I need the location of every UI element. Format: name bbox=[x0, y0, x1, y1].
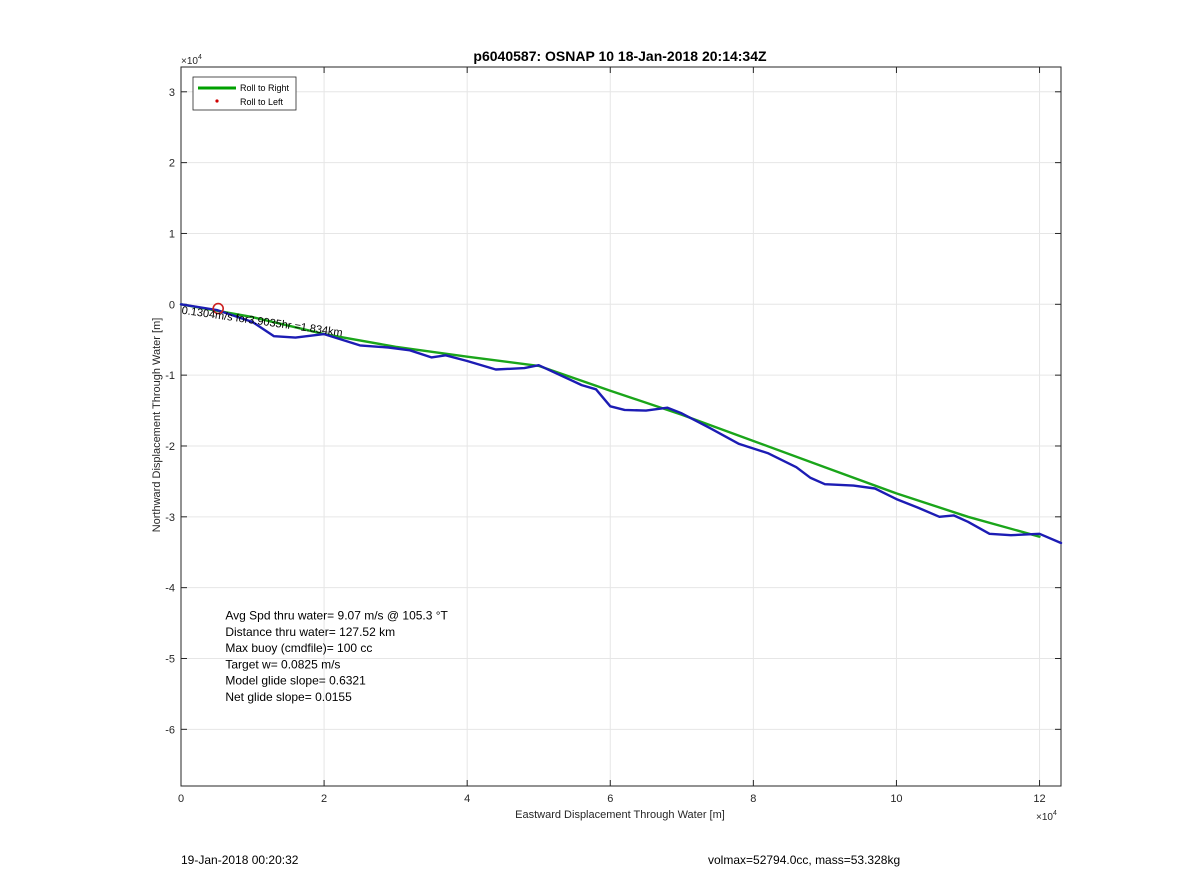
axes-box bbox=[180, 66, 1062, 787]
y-axis-label: Northward Displacement Through Water [m] bbox=[151, 318, 163, 533]
y-tick-label: 0 bbox=[169, 299, 175, 311]
current-marker bbox=[212, 302, 225, 315]
stats-annotation: Max buoy (cmdfile)= 100 cc bbox=[225, 641, 372, 655]
y-tick-label: -2 bbox=[165, 441, 175, 453]
y-tick-label: 2 bbox=[169, 158, 175, 170]
stats-annotation: Model glide slope= 0.6321 bbox=[225, 674, 366, 688]
legend: Roll to Right Roll to Left bbox=[192, 76, 297, 111]
footer-timestamp: 19-Jan-2018 00:20:32 bbox=[181, 853, 299, 867]
x-tick-label: 2 bbox=[321, 793, 327, 805]
legend-box bbox=[192, 76, 297, 111]
y-tick-label: 1 bbox=[169, 228, 175, 240]
series-line-track bbox=[179, 303, 1063, 545]
stats-annotation: Net glide slope= 0.0155 bbox=[225, 690, 352, 704]
x-exponent: ×104 bbox=[1036, 810, 1057, 823]
y-tick-label: -1 bbox=[165, 370, 175, 382]
y-tick-label: 3 bbox=[169, 87, 175, 99]
y-tick-label: -4 bbox=[165, 583, 175, 595]
x-tick-label: 8 bbox=[750, 793, 756, 805]
current-label: 0.1304m/s for3.9035hr =1.834km bbox=[181, 305, 343, 339]
y-tick-label: -6 bbox=[165, 724, 175, 736]
y-tick-label: -3 bbox=[165, 512, 175, 524]
annotations: Avg Spd thru water= 9.07 m/s @ 105.3 °T D… bbox=[225, 609, 448, 704]
x-tick-label: 4 bbox=[464, 793, 470, 805]
legend-swatch-roll-left bbox=[215, 99, 219, 103]
footer-glider-info: volmax=52794.0cc, mass=53.328kg bbox=[708, 853, 901, 867]
y-exponent: ×104 bbox=[181, 54, 202, 67]
y-tick-label: -5 bbox=[165, 653, 175, 665]
series-layer: 0.1304m/s for3.9035hr =1.834km bbox=[179, 302, 1063, 545]
stats-annotation: Target w= 0.0825 m/s bbox=[225, 657, 340, 671]
x-tick-label: 10 bbox=[890, 793, 902, 805]
stats-annotation: Distance thru water= 127.52 km bbox=[225, 625, 395, 639]
grid bbox=[180, 67, 1061, 786]
x-tick-label: 6 bbox=[607, 793, 613, 805]
x-tick-label: 0 bbox=[178, 793, 184, 805]
legend-label-roll-right: Roll to Right bbox=[240, 83, 290, 93]
stats-annotation: Avg Spd thru water= 9.07 m/s @ 105.3 °T bbox=[225, 609, 448, 623]
x-tick-label: 12 bbox=[1033, 793, 1045, 805]
legend-label-roll-left: Roll to Left bbox=[240, 97, 284, 107]
chart-title: p6040587: OSNAP 10 18-Jan-2018 20:14:34Z bbox=[473, 48, 767, 64]
x-axis-label: Eastward Displacement Through Water [m] bbox=[515, 809, 725, 821]
